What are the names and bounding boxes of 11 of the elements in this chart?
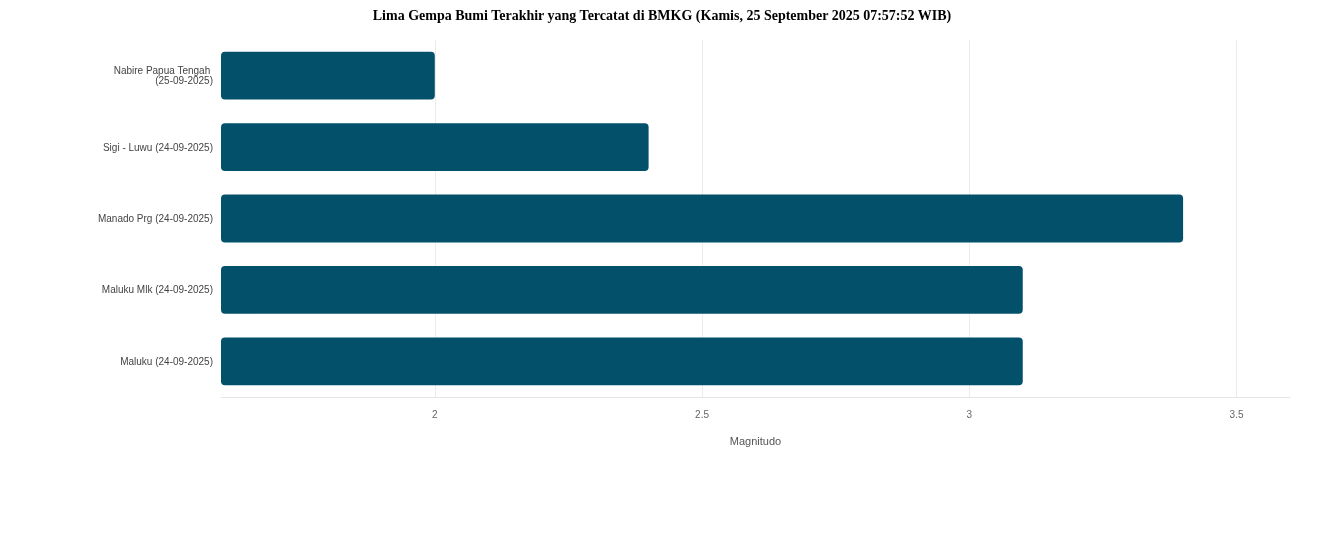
- x-tick-label: 2: [432, 408, 439, 420]
- x-tick-label: 2.5: [695, 408, 710, 420]
- y-tick-label: Sigi - Luwu (24-09-2025): [102, 141, 213, 153]
- y-tick-label: Manado Prg (24-09-2025): [97, 213, 213, 224]
- y-tick-label: Maluku Mlk (24-09-2025): [101, 284, 213, 296]
- chart-title: Lima Gempa Bumi Terakhir yang Tercatat di BMKG (Kamis, 25 September 2025 07:57:52 WIB): [372, 7, 952, 24]
- x-tick-label: 3.5: [1229, 408, 1244, 420]
- y-tick-label: Nabire Papua Tengah (25-09-2025): [113, 65, 213, 87]
- x-tick-label: 3: [966, 408, 973, 420]
- y-tick-label: Maluku (24-09-2025): [120, 355, 213, 367]
- x-axis-title: Magnitudo: [729, 434, 782, 447]
